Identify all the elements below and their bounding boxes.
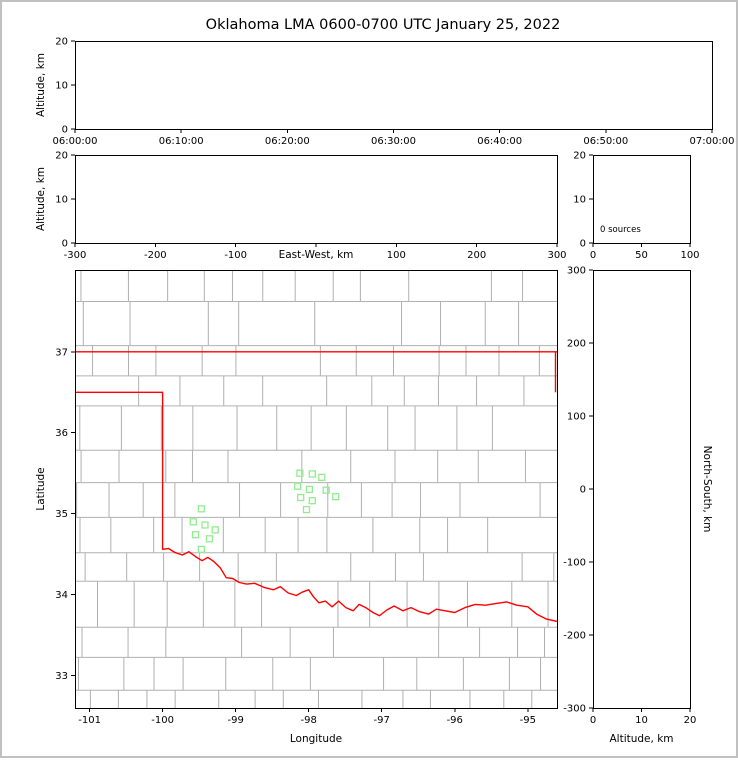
x-tick-label: 07:00:00 <box>690 136 735 147</box>
y-tick-label: 300 <box>567 266 586 277</box>
y-tick-label: -300 <box>563 704 586 715</box>
station-marker <box>322 486 330 494</box>
station-marker <box>189 518 197 526</box>
station-marker <box>205 535 214 543</box>
station-marker <box>332 493 340 501</box>
station-marker <box>297 493 305 502</box>
y-tick-label: 20 <box>573 151 586 162</box>
y-tick-label: -100 <box>563 558 586 569</box>
x-tick-label: 10 <box>635 715 648 726</box>
x-tick-label: 0 <box>590 715 596 726</box>
panel-plan-view: -101 -100 -99 -98 -97 -96 -95 33 34 35 36 37 Longitu… <box>35 270 558 745</box>
x-tick-label: 06:30:00 <box>371 136 416 147</box>
panel-time-height: 06:00:00 06:10:00 06:20:00 06:30:00 06:40:00… <box>35 37 734 148</box>
x-tick-label: 06:20:00 <box>265 136 310 147</box>
y-tick-label: 20 <box>55 151 68 162</box>
x-axis-label: East-West, km <box>279 249 354 261</box>
y-tick-label: 20 <box>55 37 68 48</box>
y-axis-label: Altitude, km <box>35 167 47 231</box>
panel-ew-height: -300 -200 -100 100 200 300 0 10 20 East-West, km A… <box>35 151 567 262</box>
state-border-line <box>75 391 557 623</box>
panel-border <box>75 270 558 709</box>
x-tick-label: -97 <box>374 715 390 726</box>
x-tick-label: -101 <box>78 715 101 726</box>
y-tick-label: 10 <box>55 81 68 92</box>
x-tick-label: 200 <box>467 250 486 261</box>
x-tick-label: 06:40:00 <box>477 136 522 147</box>
y-tick-label: 37 <box>55 347 68 358</box>
x-tick-label: 20 <box>684 715 697 726</box>
station-marker <box>308 497 316 505</box>
state-border <box>75 351 557 623</box>
x-axis-label: Altitude, km <box>609 733 673 745</box>
x-tick-label: -96 <box>447 715 463 726</box>
panel-altitude-histogram: 0 50 100 0 10 20 0 sources <box>573 151 699 262</box>
panel-border <box>75 41 713 130</box>
panel-ns-height: 0 10 20 -300 -200 -100 0 100 200 300 Altitude, km N… <box>563 266 713 746</box>
x-axis-label: Longitude <box>290 733 342 745</box>
x-tick-label: -95 <box>520 715 536 726</box>
x-tick-label: 06:00:00 <box>53 136 98 147</box>
station-marker <box>191 531 200 539</box>
x-tick-label: 0 <box>590 250 596 261</box>
station-marker <box>197 545 205 553</box>
x-tick-label: -99 <box>227 715 243 726</box>
y-tick-label: 35 <box>55 509 68 520</box>
y-tick-label: 0 <box>580 485 586 496</box>
county-lines <box>75 270 557 708</box>
y-axis-label-right: North-South, km <box>701 446 713 533</box>
station-marker <box>296 469 304 477</box>
y-tick-label: 36 <box>55 428 68 439</box>
station-marker <box>211 526 219 534</box>
y-tick-label: 0 <box>580 239 586 250</box>
panels: 06:00:00 06:10:00 06:20:00 06:30:00 06:40:00… <box>35 37 734 746</box>
y-tick-label: 200 <box>567 339 586 350</box>
panel-border <box>75 155 558 244</box>
x-tick-label: 06:10:00 <box>159 136 204 147</box>
station-marker <box>318 473 326 481</box>
y-axis-label: Altitude, km <box>35 53 47 117</box>
y-tick-label: 0 <box>62 239 68 250</box>
station-marker <box>302 505 311 514</box>
station-marker <box>308 470 316 478</box>
x-tick-label: 300 <box>547 250 566 261</box>
x-tick-label: -100 <box>151 715 174 726</box>
chart-title: Oklahoma LMA 0600-0700 UTC January 25, 2… <box>206 17 561 33</box>
sources-annotation: 0 sources <box>600 225 641 235</box>
x-tick-label: 100 <box>387 250 406 261</box>
map-content <box>75 270 557 708</box>
lma-stations <box>189 469 340 553</box>
y-tick-label: 34 <box>55 590 68 601</box>
x-tick-label: -98 <box>301 715 317 726</box>
panel-border <box>593 270 691 709</box>
station-marker <box>201 521 209 529</box>
x-tick-label: 06:50:00 <box>583 136 628 147</box>
y-axis-label: Latitude <box>35 467 47 510</box>
y-tick-label: 100 <box>567 412 586 423</box>
y-tick-label: -200 <box>563 631 586 642</box>
y-tick-label: 0 <box>62 125 68 136</box>
x-tick-label: 100 <box>680 250 699 261</box>
x-tick-label: -200 <box>144 250 167 261</box>
station-marker <box>294 482 302 490</box>
station-marker <box>197 505 205 513</box>
x-tick-label: -100 <box>224 250 247 261</box>
y-tick-label: 10 <box>55 195 68 206</box>
x-tick-label: -300 <box>64 250 87 261</box>
y-tick-label: 10 <box>573 195 586 206</box>
y-tick-label: 33 <box>55 671 68 682</box>
station-marker <box>305 485 314 494</box>
x-tick-label: 50 <box>635 250 648 261</box>
